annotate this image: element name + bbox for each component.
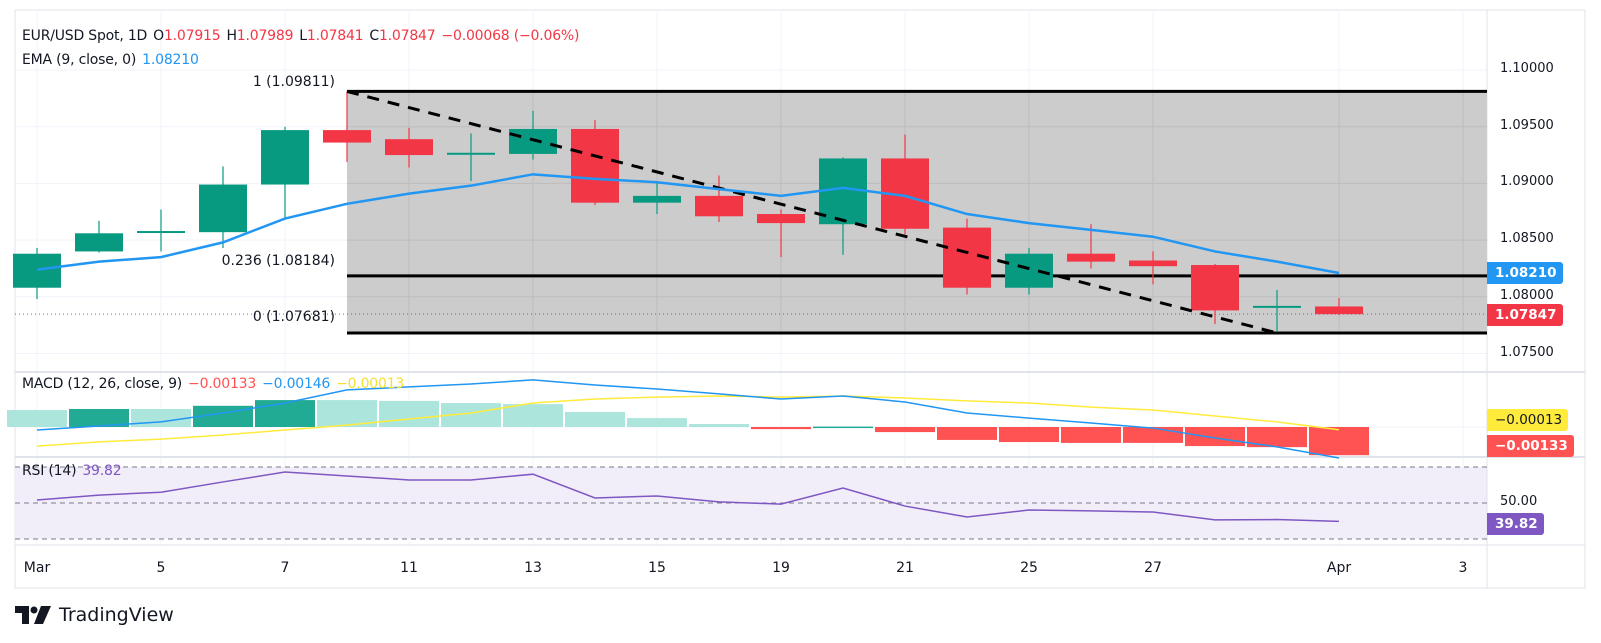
candle-body — [75, 233, 123, 252]
fib-label-0: 0 (1.07681) — [252, 309, 335, 325]
time-tick-label: 15 — [648, 560, 666, 576]
macd-histogram-bar — [565, 411, 625, 427]
candle-body — [571, 128, 619, 203]
close-value: 1.07847 — [378, 28, 436, 44]
signal-tag: −0.00013 — [1487, 409, 1569, 431]
macd-histogram-bar — [751, 427, 811, 430]
macd-histogram-bar — [1309, 427, 1369, 456]
tradingview-logo-icon — [15, 606, 51, 624]
candle-body — [261, 130, 309, 185]
price-tick-label: 1.09000 — [1500, 174, 1554, 190]
close-label: C — [369, 28, 379, 44]
candle-body — [447, 152, 495, 155]
price-tick-label: 1.08500 — [1500, 231, 1554, 247]
time-tick-label: 11 — [400, 560, 418, 576]
macd-histogram-bar — [131, 408, 191, 427]
macd-histogram-bar — [7, 410, 67, 427]
macd-histogram-bar — [813, 426, 873, 429]
symbol-legend: EUR/USD Spot, 1D O1.07915 H1.07989 L1.07841… — [22, 28, 585, 44]
rsi-axis-50: 50.00 — [1500, 494, 1538, 509]
time-tick-label: 13 — [524, 560, 542, 576]
time-tick-label: 7 — [280, 560, 290, 576]
macd-line — [36, 379, 1340, 459]
macd-histogram-bar — [875, 427, 935, 433]
price-tick-label: 1.10000 — [1500, 61, 1554, 76]
time-tick-label: 5 — [156, 560, 166, 576]
candle-body — [757, 214, 805, 224]
time-tick-label: 21 — [896, 560, 914, 576]
rsi-label: RSI (14) — [22, 463, 77, 479]
price-tick-label: 1.07500 — [1500, 344, 1554, 360]
macd-signal-line — [36, 395, 1340, 447]
candle-body — [1067, 253, 1115, 262]
time-tick-label: 27 — [1144, 560, 1162, 576]
ema-line — [36, 173, 1340, 275]
rsi-value: 39.82 — [82, 463, 122, 479]
high-value: 1.07989 — [236, 28, 294, 44]
symbol-title[interactable]: EUR/USD Spot, 1D — [22, 28, 148, 44]
macd-histogram-bar — [255, 400, 315, 427]
macd-histogram-bar — [1247, 427, 1307, 448]
low-value: 1.07841 — [306, 28, 364, 44]
macd-signal-value: −0.00013 — [336, 376, 405, 392]
low-label: L — [299, 28, 307, 44]
time-tick-label: 3 — [1458, 560, 1468, 576]
rsi-line — [36, 471, 1340, 523]
macd-histogram-bar — [1123, 427, 1183, 443]
candle-body — [1315, 306, 1363, 315]
tradingview-logo[interactable]: TradingView — [15, 604, 174, 626]
macd-histogram-bar — [503, 404, 563, 427]
high-label: H — [226, 28, 237, 44]
candle-body — [13, 253, 61, 288]
time-tick-label: Apr — [1326, 560, 1352, 576]
ema-label: EMA (9, close, 0) — [22, 52, 137, 68]
macd-histogram-bar — [1185, 427, 1245, 447]
open-value: 1.07915 — [163, 28, 221, 44]
candle-body — [385, 139, 433, 156]
candle-body — [509, 128, 557, 154]
candle-body — [695, 195, 743, 217]
macd-hist-value: −0.00133 — [188, 376, 257, 392]
macd-legend[interactable]: MACD (12, 26, close, 9) −0.00133 −0.00146−… — [22, 376, 410, 392]
macd-histogram-bar — [1061, 427, 1121, 443]
ema-legend[interactable]: EMA (9, close, 0) 1.08210 — [22, 52, 205, 68]
change-value: −0.00068 (−0.06%) — [441, 28, 580, 44]
price-tick-label: 1.08000 — [1500, 287, 1554, 303]
rsi-tag: 39.82 — [1487, 513, 1544, 535]
fib-label-1: 1 (1.09811) — [252, 74, 335, 90]
candle-body — [1005, 253, 1053, 288]
fib-label-0236: 0.236 (1.08184) — [221, 253, 335, 269]
time-tick-label: Mar — [23, 560, 51, 576]
macd-histogram-bar — [69, 408, 129, 427]
macd-line-value: −0.00146 — [262, 376, 331, 392]
macd-histogram-bar — [999, 427, 1059, 443]
candle-body — [819, 158, 867, 225]
macd-histogram-bar — [689, 424, 749, 427]
candle-body — [633, 195, 681, 203]
time-tick-label: 25 — [1020, 560, 1038, 576]
macd-histogram-bar — [379, 400, 439, 427]
fib-trend-line — [346, 89, 1278, 335]
time-tick-label: 19 — [772, 560, 790, 576]
price-tick-label: 1.09500 — [1500, 117, 1554, 133]
ema-price-tag: 1.08210 — [1487, 262, 1563, 284]
histogram-tag: −0.00133 — [1487, 435, 1574, 457]
candle-body — [137, 231, 185, 234]
candle-body — [199, 184, 247, 233]
rsi-legend[interactable]: RSI (14) 39.82 — [22, 463, 127, 479]
macd-label: MACD (12, 26, close, 9) — [22, 376, 183, 392]
macd-histogram-bar — [441, 403, 501, 427]
ema-value: 1.08210 — [142, 52, 199, 68]
candle-body — [1191, 265, 1239, 311]
open-label: O — [153, 28, 164, 44]
candle-body — [323, 130, 371, 143]
macd-histogram-bar — [627, 418, 687, 427]
macd-histogram-bar — [937, 427, 997, 440]
candle-body — [1129, 260, 1177, 267]
candle-body — [1253, 305, 1301, 308]
close-price-tag: 1.07847 — [1487, 304, 1563, 326]
brand-name: TradingView — [59, 604, 174, 626]
